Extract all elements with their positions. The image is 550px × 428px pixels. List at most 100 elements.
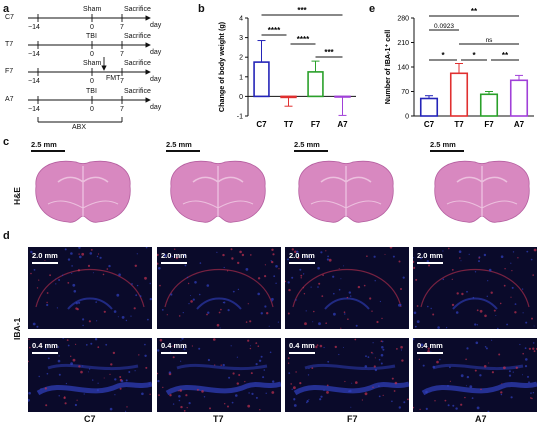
iba1-count-chart: 0 70 140 210 280 Number of IBA-1⁺ cell C7 T7 F7 A… — [383, 7, 534, 129]
timeline-t1-a7: 0 — [90, 106, 94, 113]
timeline-sacrifice-a7: Sacrifice — [124, 88, 151, 95]
timeline-group-f7: F7 — [5, 68, 14, 75]
e-sig-label: * — [472, 51, 476, 60]
b-ylabel: Change of body weight (g) — [217, 21, 226, 112]
iba-image-bot-T7 — [156, 337, 282, 412]
timeline-treatment-a7: TBI — [86, 88, 97, 95]
b-bar-T7 — [280, 95, 297, 99]
e-bar-T7 — [449, 72, 469, 117]
iba-scale-bar-top — [289, 262, 315, 264]
timeline-t0-a7: −14 — [28, 106, 40, 113]
e-xtick-C7: C7 — [424, 120, 435, 129]
e-sig-label: ** — [502, 51, 509, 60]
iba-scale-bar-bot — [32, 352, 58, 354]
e-ytick-label: 280 — [397, 16, 409, 23]
b-xtick-T7: T7 — [284, 120, 294, 129]
brain-section-shape — [170, 160, 266, 223]
e-bar-A7 — [509, 79, 529, 117]
e-ytick-label: 70 — [401, 89, 409, 96]
e-xtick-T7: T7 — [454, 120, 464, 129]
fluorescence-signal — [27, 337, 153, 412]
iba-image-top-A7 — [411, 247, 537, 330]
timeline-t0-t7: −14 — [28, 51, 40, 58]
e-bar-F7 — [479, 93, 499, 117]
b-ytick-label: -1 — [237, 114, 243, 121]
iba-scale-label-bot: 0.4 mm — [32, 341, 58, 350]
fluorescence-signal — [284, 245, 405, 329]
b-sig-label: **** — [268, 26, 281, 35]
iba-scale-bar-bot — [289, 352, 315, 354]
timeline-diagram — [28, 14, 151, 123]
timeline-day-t7: day — [150, 49, 162, 56]
group-label-c7: C7 — [84, 414, 96, 424]
panel-label-b: b — [198, 3, 205, 15]
he-scale-bar — [430, 150, 464, 152]
he-image-C7 — [28, 152, 138, 228]
b-ytick-label: 2 — [239, 55, 243, 62]
iba-scale-bar-top — [32, 262, 58, 264]
timeline-t0-f7: −14 — [28, 78, 40, 85]
b-ytick-label: 0 — [239, 94, 243, 101]
timeline-day-f7: day — [150, 76, 162, 83]
he-scale-label: 2.5 mm — [430, 140, 456, 149]
timeline-t2-c7: 7 — [120, 24, 124, 31]
he-scale-label: 2.5 mm — [166, 140, 192, 149]
b-ytick-label: 1 — [239, 74, 243, 81]
timeline-fmt-f7: FMT — [106, 75, 121, 82]
timeline-abx: ABX — [72, 124, 87, 131]
iba-scale-label-bot: 0.4 mm — [289, 341, 315, 350]
iba-scale-label-bot: 0.4 mm — [417, 341, 443, 350]
iba-scale-bar-top — [161, 262, 187, 264]
fluorescence-signal — [30, 246, 152, 328]
iba-image-top-T7 — [156, 247, 281, 329]
timeline-day-c7: day — [150, 22, 162, 29]
b-xtick-A7: A7 — [337, 120, 348, 129]
b-sig-label: *** — [297, 6, 307, 15]
he-scale-label: 2.5 mm — [294, 140, 320, 149]
e-xtick-F7: F7 — [484, 120, 494, 129]
b-sig-label: **** — [297, 35, 310, 44]
timeline-t1-c7: 0 — [90, 24, 94, 31]
timeline-sacrifice-c7: Sacrifice — [124, 6, 151, 13]
timeline-treatment-t7: TBI — [86, 33, 97, 40]
e-ytick-label: 210 — [397, 40, 409, 47]
iba-scale-label-top: 2.0 mm — [417, 251, 443, 260]
iba-image-bot-A7 — [412, 337, 538, 413]
timeline-t0-c7: −14 — [28, 24, 40, 31]
he-image-T7 — [163, 152, 273, 228]
group-label-a7: A7 — [475, 414, 487, 424]
timeline-day-a7: day — [150, 104, 162, 111]
iba-scale-bar-top — [417, 262, 443, 264]
iba-scale-bar-bot — [417, 352, 443, 354]
group-label-t7: T7 — [213, 414, 224, 424]
e-bar-C7 — [419, 97, 439, 117]
iba-image-top-F7 — [284, 245, 409, 329]
fluorescence-signal — [156, 248, 280, 329]
e-sig-label: * — [441, 51, 445, 60]
timeline-group-a7: A7 — [5, 96, 14, 103]
timeline-treatment-f7: Sham — [83, 60, 102, 67]
he-image-F7 — [291, 152, 401, 228]
he-image-A7 — [427, 152, 537, 228]
timeline-sacrifice-f7: Sacrifice — [124, 60, 151, 67]
b-sig-label: *** — [324, 48, 334, 57]
timeline-group-c7: C7 — [5, 14, 14, 21]
he-scale-bar — [31, 150, 65, 152]
panel-label-e: e — [369, 3, 376, 15]
iba-scale-label-bot: 0.4 mm — [161, 341, 187, 350]
he-scale-bar — [166, 150, 200, 152]
timeline-group-t7: T7 — [5, 41, 14, 48]
timeline-sacrifice-t7: Sacrifice — [124, 33, 151, 40]
iba-scale-label-top: 2.0 mm — [32, 251, 58, 260]
brain-section-shape — [434, 160, 530, 223]
panel-label-a: a — [3, 3, 10, 15]
e-xtick-A7: A7 — [514, 120, 525, 129]
iba-scale-label-top: 2.0 mm — [161, 251, 187, 260]
b-xtick-C7: C7 — [256, 120, 267, 129]
fluorescence-signal — [412, 337, 538, 413]
iba-image-bot-F7 — [285, 338, 410, 412]
b-xtick-F7: F7 — [311, 120, 321, 129]
brain-section-shape — [35, 160, 131, 223]
iba-scale-label-top: 2.0 mm — [289, 251, 315, 260]
body-weight-chart: -1 0 1 2 3 4 Change of body weight (g) C7 T7 F7 A7… — [217, 6, 356, 129]
